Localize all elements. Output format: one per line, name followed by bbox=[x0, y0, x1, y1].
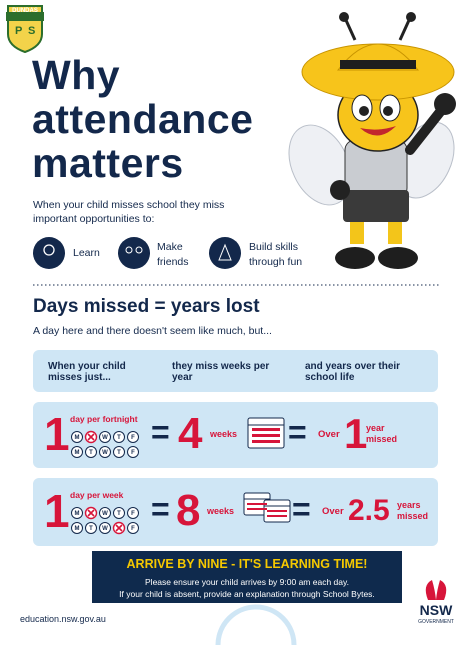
title: Why bbox=[32, 52, 121, 98]
banner bbox=[92, 551, 402, 603]
unit: day per fortnight bbox=[70, 414, 138, 424]
icon-glyph bbox=[135, 246, 143, 254]
day-letter: F bbox=[131, 435, 135, 441]
day-letter: M bbox=[75, 435, 80, 441]
day-letter: F bbox=[131, 526, 135, 532]
footer-logo-sub: GOVERNMENT bbox=[418, 619, 454, 625]
day-letter: T bbox=[89, 526, 93, 532]
skills-icon bbox=[209, 237, 241, 269]
day bbox=[113, 507, 125, 519]
equals: = bbox=[151, 491, 170, 527]
equals: = bbox=[292, 491, 311, 527]
column-header: When your child misses just... bbox=[48, 361, 126, 383]
day-letter: W bbox=[102, 435, 108, 441]
icon-glyph bbox=[218, 243, 232, 261]
day-letter: F bbox=[131, 450, 135, 456]
decor-arc bbox=[215, 604, 297, 645]
column-header: they miss weeks per year bbox=[172, 361, 270, 383]
logo-name: DUNDAS bbox=[12, 8, 38, 14]
banner-line: Please ensure your child arrives by 9:00… bbox=[145, 577, 349, 587]
section-subheading: A day here and there doesn't seem like m… bbox=[33, 325, 272, 337]
icon-glyph bbox=[43, 244, 55, 256]
logo-letter: S bbox=[28, 25, 36, 37]
friends-icon bbox=[118, 237, 150, 269]
day bbox=[113, 446, 125, 458]
column-header: and years over their school life bbox=[305, 361, 401, 383]
day-letter: T bbox=[117, 435, 121, 441]
day bbox=[71, 446, 83, 458]
day bbox=[127, 446, 139, 458]
banner-line: If your child is absent, provide an expl… bbox=[119, 589, 375, 599]
day-letter: T bbox=[117, 450, 121, 456]
weeks-missed: 8 bbox=[176, 486, 201, 535]
missed-cross bbox=[87, 509, 95, 517]
day-letter: F bbox=[131, 511, 135, 517]
day bbox=[113, 431, 125, 443]
day bbox=[99, 446, 111, 458]
day bbox=[99, 431, 111, 443]
weeks-unit: weeks bbox=[207, 506, 235, 516]
footer-url: education.nsw.gov.au bbox=[20, 614, 106, 624]
benefit: Learn bbox=[73, 247, 100, 259]
banner-title: ARRIVE BY NINE - IT'S LEARNING TIME! bbox=[126, 557, 368, 571]
learn-icon bbox=[33, 237, 65, 269]
over: Over bbox=[322, 506, 344, 517]
day bbox=[99, 522, 111, 534]
day-letter: W bbox=[102, 511, 108, 517]
logo-letter: P bbox=[15, 25, 23, 37]
day bbox=[99, 507, 111, 519]
equals: = bbox=[151, 414, 170, 450]
benefit: Build skills through fun bbox=[249, 241, 303, 268]
day-letter: M bbox=[75, 511, 80, 517]
day-letter: W bbox=[102, 526, 108, 532]
over: Over bbox=[318, 429, 340, 440]
missed-cross bbox=[87, 433, 95, 441]
day bbox=[127, 507, 139, 519]
years-missed: 2.5 bbox=[348, 494, 390, 527]
calendar-icon bbox=[243, 417, 291, 523]
title: matters bbox=[32, 140, 184, 186]
day bbox=[71, 522, 83, 534]
logo-band bbox=[6, 12, 44, 21]
title: attendance bbox=[32, 96, 254, 142]
day bbox=[85, 446, 97, 458]
calendar-days bbox=[247, 428, 287, 517]
count: 1 bbox=[44, 485, 70, 537]
waratah bbox=[425, 580, 447, 600]
day bbox=[127, 431, 139, 443]
intro: When your child misses school they miss … bbox=[33, 199, 225, 225]
day-letter: W bbox=[102, 450, 108, 456]
mascot bbox=[288, 12, 456, 269]
weeks-missed: 4 bbox=[178, 409, 203, 458]
day-letter: M bbox=[75, 526, 80, 532]
day bbox=[85, 522, 97, 534]
section-heading: Days missed = years lost bbox=[33, 296, 260, 317]
icon-glyph bbox=[125, 246, 133, 254]
day bbox=[127, 522, 139, 534]
day-letter: T bbox=[89, 450, 93, 456]
day bbox=[71, 507, 83, 519]
day bbox=[71, 431, 83, 443]
weeks-unit: weeks bbox=[210, 429, 238, 439]
benefit: Make friends bbox=[157, 241, 189, 268]
equals: = bbox=[288, 414, 307, 450]
day-letter: M bbox=[75, 450, 80, 456]
day-letter: T bbox=[117, 511, 121, 517]
footer-logo: NSW bbox=[419, 602, 453, 618]
header-box bbox=[33, 350, 438, 392]
missed-cross bbox=[115, 524, 123, 532]
years-unit: year missed bbox=[366, 423, 398, 444]
count: 1 bbox=[44, 408, 70, 460]
years-unit: years missed bbox=[397, 500, 429, 521]
years-missed: 1 bbox=[344, 409, 368, 457]
unit: day per week bbox=[70, 490, 124, 500]
